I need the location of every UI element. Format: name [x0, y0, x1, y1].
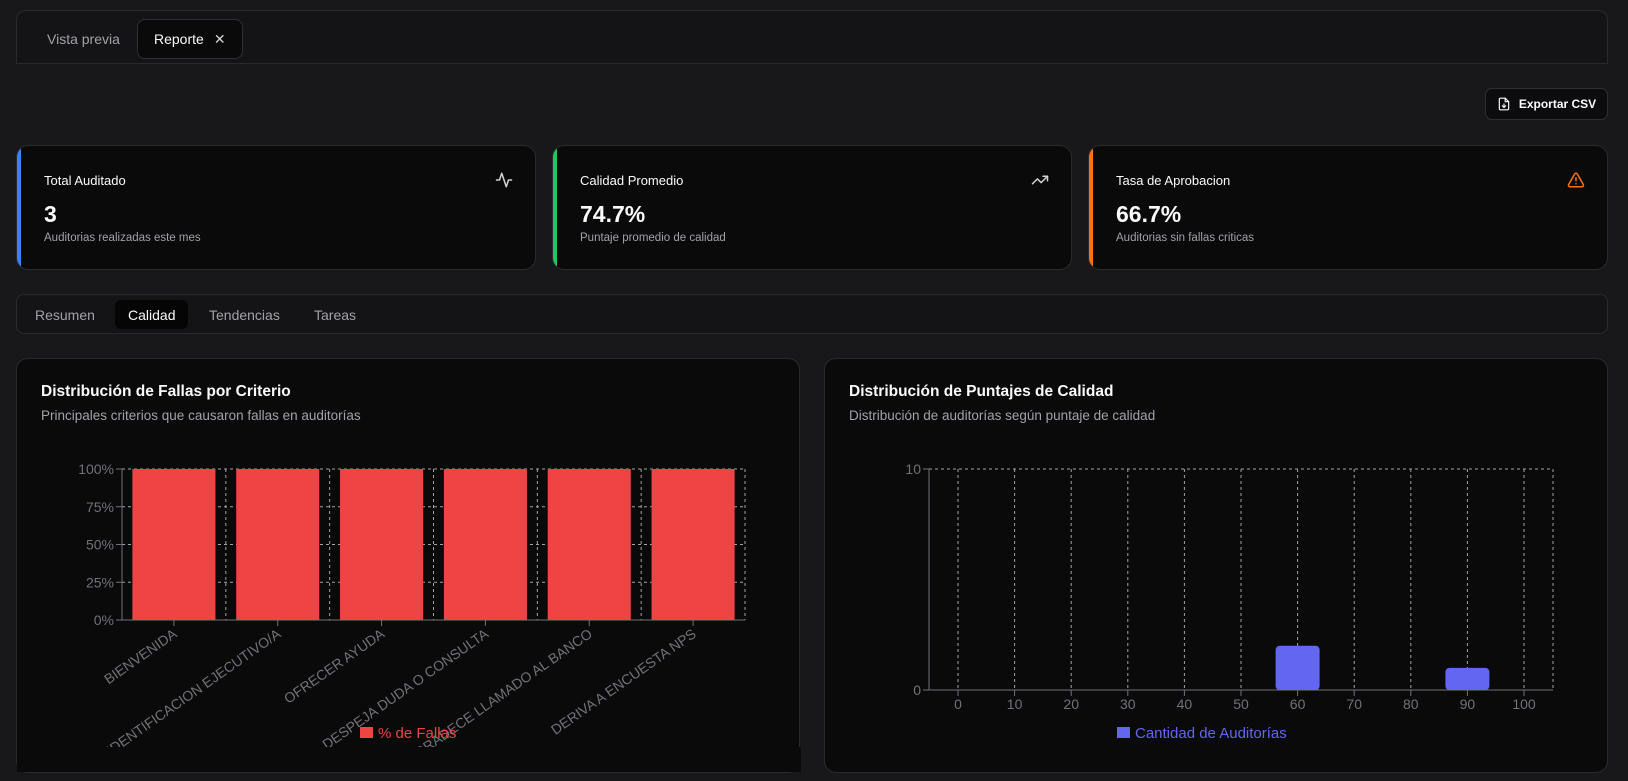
bar	[1445, 667, 1490, 690]
tab-tendencias[interactable]: Tendencias	[209, 306, 280, 323]
card-description: Principales criterios que causaron falla…	[41, 408, 361, 423]
legend-swatch	[1117, 727, 1130, 738]
card-title: Distribución de Fallas por Criterio	[41, 383, 291, 400]
tab-tareas[interactable]: Tareas	[314, 306, 357, 323]
kpi-card-calidad-promedio: Calidad Promedio 74.7% Puntaje promedio …	[552, 145, 1072, 270]
x-tick-label: 80	[1403, 696, 1419, 712]
tab-reporte[interactable]: Reporte ✕	[137, 19, 243, 59]
document-tabbar: Vista previa Reporte ✕	[16, 10, 1608, 64]
x-tick-label: 50	[1233, 696, 1249, 712]
bar	[340, 469, 424, 620]
file-download-icon	[1498, 97, 1510, 111]
export-label: Exportar CSV	[1518, 97, 1597, 111]
kpi-subtitle: Auditorias sin fallas criticas	[1116, 232, 1255, 244]
x-tick-label: 100	[1512, 696, 1536, 712]
y-tick-label: 25%	[86, 574, 114, 590]
alert-triangle-icon	[1567, 172, 1585, 188]
tab-vista-previa[interactable]: Vista previa	[35, 19, 132, 59]
x-tick-label: 70	[1346, 696, 1362, 712]
x-tick-label: 60	[1290, 696, 1306, 712]
kpi-title: Tasa de Aprobacion	[1116, 173, 1231, 188]
y-tick-label: 100%	[78, 461, 114, 477]
x-tick-label: 10	[1007, 696, 1023, 712]
y-tick-label: 75%	[86, 499, 114, 515]
tab-label: Vista previa	[47, 31, 120, 47]
x-tick-label: 90	[1460, 696, 1476, 712]
kpi-title: Calidad Promedio	[580, 173, 684, 188]
accent-bar	[1089, 146, 1093, 269]
tab-label: Reporte	[154, 31, 204, 47]
kpi-subtitle: Auditorias realizadas este mes	[44, 232, 201, 244]
x-tick-label: IDENTIFICACION EJECUTIVO/A	[104, 625, 284, 758]
close-icon[interactable]: ✕	[213, 30, 226, 47]
bar	[132, 469, 216, 620]
x-tick-label: 20	[1063, 696, 1079, 712]
kpi-card-total-auditado: Total Auditado 3 Auditorias realizadas e…	[16, 145, 536, 270]
accent-bar	[553, 146, 557, 269]
card-puntajes-calidad: Distribución de Puntajes de Calidad Dist…	[824, 358, 1608, 773]
kpi-value: 66.7%	[1116, 201, 1182, 227]
legend-label: % de Fallas	[378, 725, 456, 742]
bar	[1275, 645, 1320, 690]
kpi-card-tasa-aprobacion: Tasa de Aprobacion 66.7% Auditorias sin …	[1088, 145, 1608, 270]
export-csv-button[interactable]: Exportar CSV	[1485, 88, 1608, 120]
x-tick-label: AGRADECE LLAMADO AL BANCO	[403, 625, 595, 766]
bar	[443, 469, 527, 620]
y-tick-label: 50%	[86, 537, 114, 553]
bar	[236, 469, 320, 620]
section-tabs: Resumen Calidad Tendencias Tareas	[16, 294, 1608, 334]
bar	[651, 469, 735, 620]
kpi-title: Total Auditado	[44, 173, 126, 188]
card-fallas-criterio: Distribución de Fallas por Criterio Prin…	[16, 358, 801, 773]
activity-icon	[495, 172, 513, 188]
y-tick-label: 10	[905, 461, 921, 477]
kpi-value: 74.7%	[580, 201, 646, 227]
tab-calidad[interactable]: Calidad	[115, 300, 189, 329]
tab-resumen[interactable]: Resumen	[35, 306, 95, 323]
kpi-subtitle: Puntaje promedio de calidad	[580, 232, 726, 244]
label-mask	[17, 747, 801, 772]
x-tick-label: BIENVENIDA	[101, 625, 180, 687]
x-tick-label: 30	[1120, 696, 1136, 712]
x-tick-label: OFRECER AYUDA	[281, 625, 388, 707]
accent-bar	[17, 146, 21, 269]
card-title: Distribución de Puntajes de Calidad	[849, 383, 1114, 400]
bar	[547, 469, 631, 620]
fallas-bar-chart: 0% 25% 50% 75% 100% BIENVENIDAIDENTIFICACION …	[17, 461, 801, 772]
x-tick-label: 0	[954, 696, 962, 712]
kpi-value: 3	[44, 201, 57, 227]
x-tick-label: 40	[1177, 696, 1193, 712]
legend-swatch	[360, 727, 373, 738]
card-description: Distribución de auditorías según puntaje…	[849, 408, 1156, 423]
legend-label: Cantidad de Auditorías	[1135, 725, 1287, 742]
trending-up-icon	[1031, 175, 1049, 185]
y-tick-label: 0%	[94, 612, 114, 628]
y-tick-label: 0	[913, 682, 921, 698]
